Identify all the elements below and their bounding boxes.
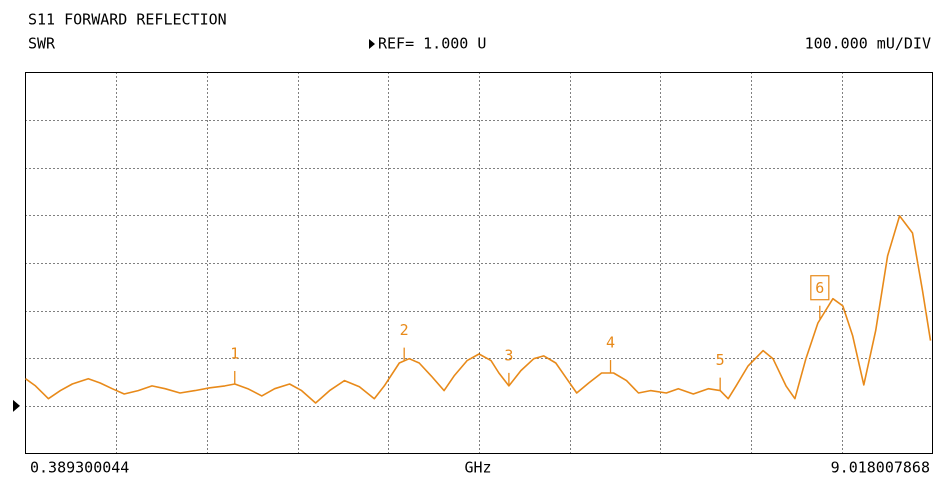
- marker-label: 6: [815, 279, 824, 297]
- trace: [25, 215, 932, 404]
- scale-label: 100.000 mU/DIV: [805, 35, 931, 53]
- x-unit: GHz: [464, 459, 491, 477]
- ref-level-arrow: [13, 399, 20, 412]
- marker-box: [810, 275, 830, 301]
- ref-indicator: [369, 39, 375, 49]
- marker-label: 1: [230, 344, 239, 362]
- marker-label: 4: [606, 334, 615, 352]
- marker-label: 2: [400, 321, 409, 339]
- marker-label: 5: [716, 351, 725, 369]
- ref-label: REF= 1.000 U: [378, 35, 486, 53]
- start-frequency: 0.389300044: [30, 459, 129, 477]
- marker-label: 3: [504, 346, 513, 364]
- stop-frequency: 9.018007868: [831, 459, 930, 477]
- format-label: SWR: [28, 35, 56, 53]
- chart-title: S11 FORWARD REFLECTION: [28, 11, 227, 29]
